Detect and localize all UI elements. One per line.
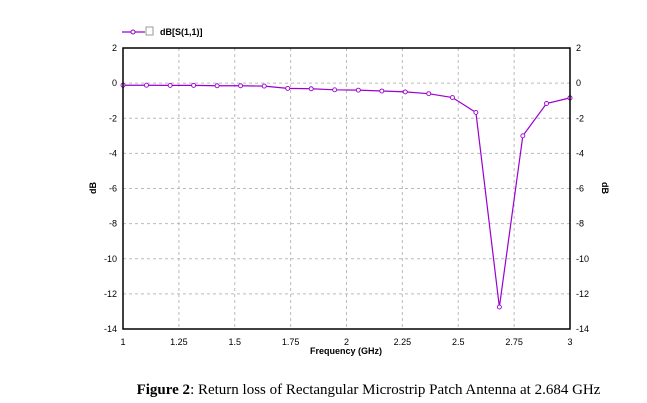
data-point — [402, 89, 408, 95]
data-point — [144, 82, 149, 88]
grid — [123, 48, 570, 329]
tick-labels: 1 1.25 1.5 1.75 2 2.25 2.5 2.75 3 2 2 0 0 -2 -2 -4 -4 -6 -… — [104, 43, 589, 347]
data-point — [285, 85, 291, 91]
data-point — [308, 86, 314, 92]
y-tick-label-right: -14 — [576, 324, 589, 334]
x-tick-label: 2.75 — [505, 337, 523, 347]
y-tick-label-right: -6 — [576, 184, 584, 194]
caption-label: Figure 2 — [136, 382, 191, 398]
x-axis-label: Frequency (GHz) — [310, 346, 382, 356]
series — [120, 82, 573, 310]
data-point — [379, 88, 385, 94]
y-tick-label-right: -2 — [576, 113, 584, 123]
data-point — [191, 82, 197, 88]
x-tick-label: 2 — [344, 337, 349, 347]
y-tick-label-left: -12 — [104, 289, 117, 299]
data-point — [449, 95, 455, 100]
y-tick-label-right: -12 — [576, 289, 589, 299]
x-tick-label: 1 — [120, 337, 125, 347]
series-line — [123, 84, 571, 308]
data-point — [544, 101, 549, 106]
data-point — [473, 110, 479, 115]
legend-entry: dB[S(1,1)] — [160, 27, 203, 37]
data-point — [520, 133, 526, 139]
x-tick-label: 1.25 — [170, 337, 188, 347]
x-tick-label: 1.5 — [228, 337, 241, 347]
y-axis-label-right: dB — [600, 182, 610, 194]
legend-checkbox — [145, 26, 154, 36]
y-tick-label-left: -10 — [104, 254, 117, 264]
plot-frame — [122, 47, 571, 330]
y-tick-label-left: -6 — [109, 184, 117, 194]
y-axis-label-left: dB — [88, 182, 98, 194]
x-tick-label: 1.75 — [282, 337, 300, 347]
legend: dB[S(1,1)] — [122, 26, 203, 37]
axes — [122, 47, 571, 330]
y-tick-label-left: -14 — [104, 324, 117, 334]
data-point — [426, 91, 432, 97]
data-point — [355, 87, 361, 93]
caption-text: : Return loss of Rectangular Microstrip … — [190, 382, 601, 398]
y-tick-label-right: -8 — [576, 219, 584, 229]
y-tick-label-right: 2 — [576, 43, 581, 53]
data-point — [261, 83, 267, 89]
data-point — [496, 304, 502, 310]
data-point — [238, 83, 244, 89]
data-point — [167, 82, 173, 88]
y-tick-label-right: -4 — [576, 148, 584, 158]
y-tick-label-left: -4 — [109, 148, 117, 158]
y-tick-label-left: 2 — [112, 43, 117, 53]
y-tick-label-left: -8 — [109, 219, 117, 229]
x-tick-label: 2.5 — [452, 337, 465, 347]
y-tick-label-left: -2 — [109, 113, 117, 123]
x-tick-label: 3 — [567, 337, 572, 347]
x-tick-label: 2.25 — [394, 337, 412, 347]
figure-caption: Figure 2: Return loss of Rectangular Mic… — [0, 382, 647, 399]
legend-marker — [130, 29, 136, 35]
data-point — [332, 87, 338, 93]
data-point — [214, 83, 220, 89]
y-tick-label-right: -10 — [576, 254, 589, 264]
y-tick-label-left: 0 — [112, 78, 117, 88]
y-tick-label-right: 0 — [576, 78, 581, 88]
